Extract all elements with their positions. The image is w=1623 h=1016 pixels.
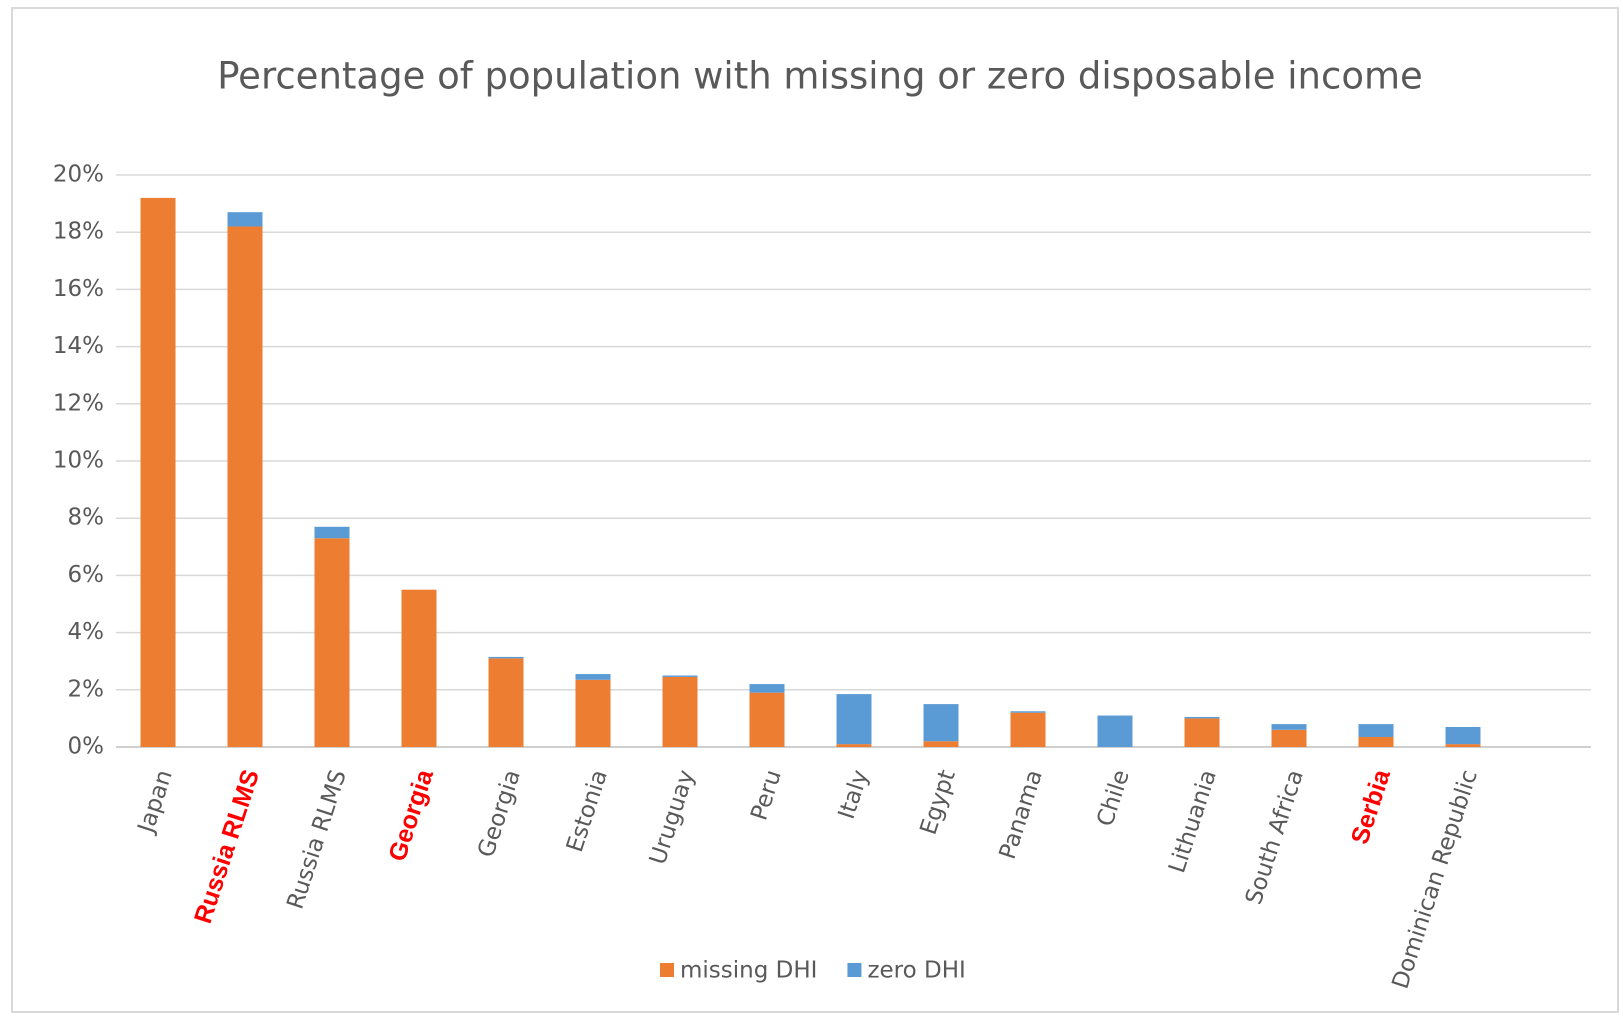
bar-segment: [1445, 726, 1481, 745]
bar-segment: [662, 675, 698, 677]
y-tick-label: 0%: [68, 734, 105, 760]
bar-segment: [749, 684, 785, 693]
legend-label: missing DHI: [680, 958, 817, 984]
bar-segment: [1271, 729, 1307, 747]
bar-segment: [923, 741, 959, 747]
bar-segment: [314, 538, 350, 747]
bar-segment: [575, 674, 611, 680]
bar-segment: [1445, 744, 1481, 747]
bar-segment: [575, 679, 611, 747]
legend-label: zero DHI: [867, 958, 965, 984]
bar-segment: [140, 197, 176, 747]
bar-segment: [1097, 715, 1133, 747]
y-tick-label: 14%: [53, 333, 104, 359]
bar-segment: [314, 526, 350, 539]
bar-segment: [1184, 718, 1220, 747]
bar-segment: [1010, 711, 1046, 713]
y-tick-label: 12%: [53, 390, 104, 416]
legend-swatch: [847, 963, 862, 977]
bar-segment: [1184, 716, 1220, 719]
bar-segment: [749, 692, 785, 747]
bar-segment: [836, 694, 872, 745]
bar-segment: [227, 226, 263, 748]
y-tick-label: 10%: [53, 448, 104, 474]
bar-segment: [1358, 736, 1394, 747]
bar-segment: [401, 589, 437, 747]
y-tick-label: 2%: [68, 676, 105, 702]
bar-segment: [1010, 712, 1046, 747]
bar-segment: [488, 656, 524, 659]
chart-title: Percentage of population with missing or…: [217, 55, 1423, 98]
y-tick-label: 4%: [68, 619, 105, 645]
bar-segment: [836, 744, 872, 747]
bar-segment: [488, 658, 524, 747]
bar-segment: [1358, 724, 1394, 737]
bar-segment: [1271, 724, 1307, 730]
bar-segment: [923, 704, 959, 742]
y-tick-label: 16%: [53, 276, 104, 302]
y-tick-label: 8%: [68, 505, 105, 531]
y-tick-label: 6%: [68, 562, 105, 588]
y-tick-label: 20%: [53, 162, 104, 188]
legend-swatch: [660, 963, 674, 977]
bar-segment: [662, 676, 698, 747]
y-tick-label: 18%: [53, 219, 104, 245]
bar-segment: [227, 212, 263, 227]
